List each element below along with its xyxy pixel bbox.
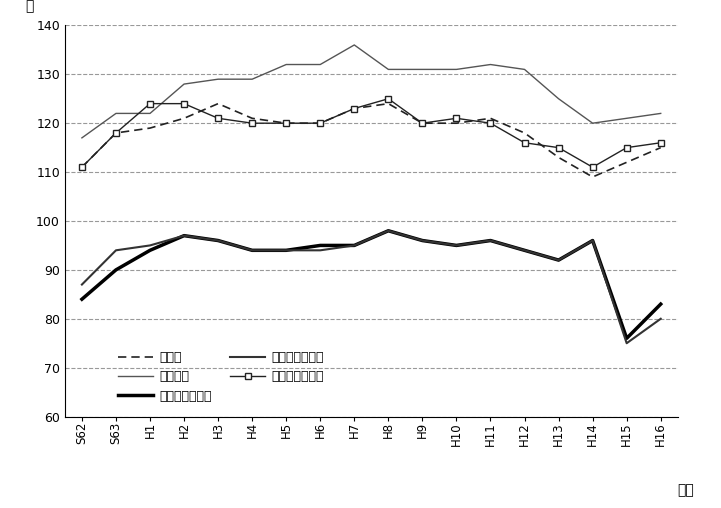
Text: 日: 日 xyxy=(25,0,33,14)
Text: 年度: 年度 xyxy=(678,483,694,497)
Legend: 全住宅, 在来木造, 鉄銅系プレハブ, 木質系プレハブ, ツーバイフォー: 全住宅, 在来木造, 鉄銅系プレハブ, 木質系プレハブ, ツーバイフォー xyxy=(114,347,328,406)
